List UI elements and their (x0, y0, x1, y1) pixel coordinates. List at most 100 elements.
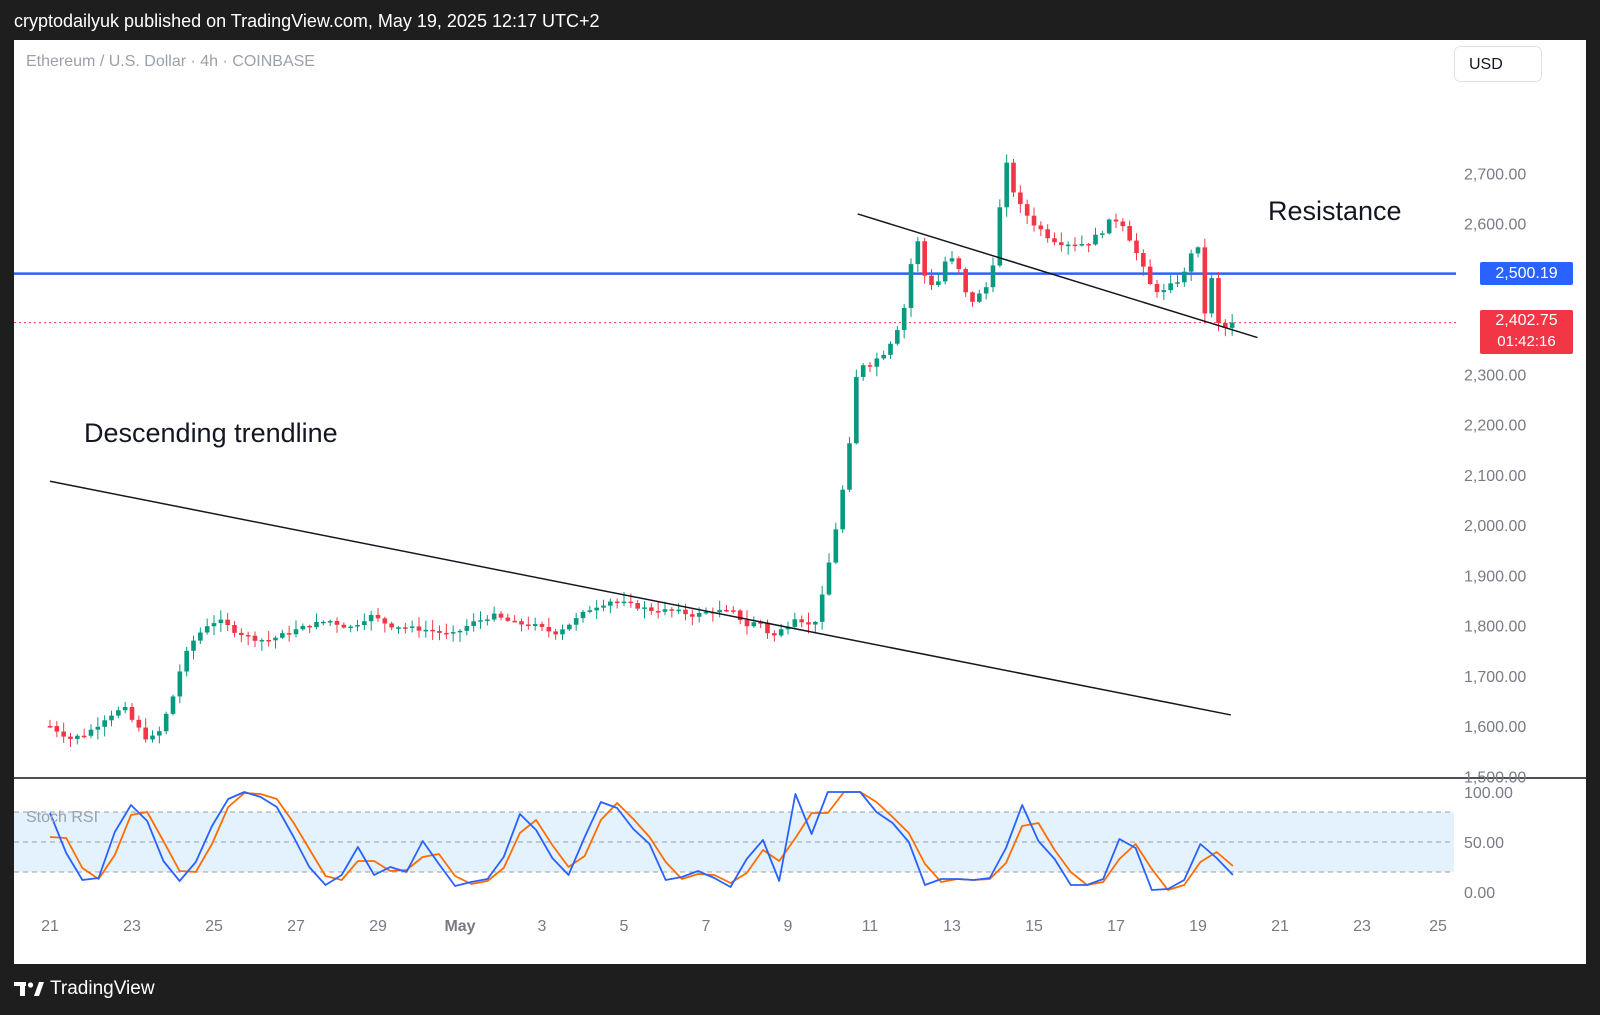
time-axis-label: 29 (369, 918, 387, 935)
candle-body (348, 626, 353, 629)
candles (47, 154, 1235, 748)
tradingview-logo[interactable]: TradingView (14, 978, 155, 1000)
candle-body (669, 609, 675, 611)
publisher-header: cryptodailyuk published on TradingView.c… (14, 11, 600, 31)
price-axis-label: 2,700.00 (1464, 166, 1526, 183)
candle-body (997, 207, 1003, 266)
resistance-annotation: Resistance (1268, 196, 1402, 226)
candle-body (54, 726, 60, 732)
candle-body (847, 443, 852, 490)
candle-body (368, 614, 374, 622)
currency-button[interactable]: USD (1454, 46, 1542, 82)
candle-body (573, 618, 579, 625)
candle-body (314, 621, 319, 628)
chart-panel[interactable]: 1,500.00 1,600.00 1,700.00 1,800.00 1,900.00… (14, 40, 1586, 964)
candle-body (471, 621, 476, 627)
candle-body (601, 605, 606, 608)
candle-body (286, 633, 292, 635)
candle-body (867, 365, 873, 367)
candle-body (68, 736, 73, 739)
time-axis-label: 25 (205, 918, 223, 935)
candle-body (75, 735, 80, 739)
time-axis-label: 19 (1189, 918, 1207, 935)
price-axis-label: 1,800.00 (1464, 619, 1526, 636)
candle-body (150, 735, 155, 740)
candle-body (587, 610, 593, 612)
candle-body (1004, 162, 1009, 208)
candle-body (949, 258, 955, 262)
candle-body (915, 241, 921, 265)
candle-body (61, 731, 66, 737)
candle-body (519, 621, 524, 625)
time-axis-label: 23 (123, 918, 141, 935)
candle-body (47, 726, 53, 728)
candle-body (717, 610, 722, 613)
candle-body (95, 726, 101, 730)
chart-canvas[interactable]: 1,500.00 1,600.00 1,700.00 1,800.00 1,900.00… (14, 40, 1586, 964)
candle-body (1045, 229, 1050, 239)
trendline-annotation: Descending trendline (84, 418, 338, 448)
candle-body (1065, 244, 1071, 247)
candle-body (498, 613, 504, 618)
time-axis-label: May (444, 918, 475, 935)
candle-body (170, 696, 176, 714)
candle-body (239, 632, 244, 636)
candle-body (1086, 244, 1091, 246)
candle-body (382, 618, 388, 624)
candle-body (444, 632, 449, 635)
candle-body (450, 632, 456, 634)
candle-body (259, 639, 265, 642)
time-axis-label: 7 (702, 918, 711, 935)
candle-body (252, 635, 258, 641)
candle-body (1154, 283, 1160, 293)
upper-trendline (857, 213, 1258, 339)
time-axis-label: 15 (1025, 918, 1043, 935)
candle-body (539, 624, 545, 627)
candle-body (109, 715, 114, 721)
candle-body (464, 626, 470, 631)
candle-body (1079, 244, 1085, 246)
candle-body (580, 611, 586, 619)
candle-body (792, 619, 798, 627)
candle-body (143, 727, 148, 740)
time-axis-label: 21 (41, 918, 59, 935)
candle-body (375, 614, 381, 619)
candle-body (888, 343, 893, 355)
candle-body (532, 624, 538, 626)
candle-body (642, 607, 647, 609)
candle-body (122, 706, 128, 711)
candle-body (990, 265, 996, 288)
candle-body (505, 617, 511, 621)
candle-body (819, 594, 825, 622)
candle-body (218, 619, 224, 624)
candle-body (840, 489, 845, 530)
candle-body (983, 287, 989, 294)
candle-body (696, 613, 702, 617)
candle-body (1031, 215, 1037, 226)
candle-body (765, 622, 770, 634)
candle-body (970, 292, 975, 302)
candle-body (211, 623, 217, 627)
candle-body (908, 264, 914, 308)
candle-body (1127, 226, 1132, 241)
candle-body (901, 307, 907, 331)
candle-body (1209, 278, 1214, 314)
candle-body (1072, 244, 1078, 247)
candle-body (280, 633, 285, 638)
time-axis-label: 13 (943, 918, 961, 935)
candle-body (1093, 234, 1098, 245)
last-price-tag: 2,402.75 01:42:16 (1480, 310, 1573, 354)
candle-body (922, 241, 927, 276)
price-axis-label: 2,100.00 (1464, 468, 1526, 485)
time-axis-label: 3 (538, 918, 547, 935)
candle-body (485, 619, 490, 621)
time-axis-label: 11 (862, 918, 879, 935)
candle-body (307, 625, 312, 628)
candle-body (929, 275, 934, 285)
candle-body (129, 706, 135, 720)
candle-body (1182, 271, 1187, 283)
candle-body (874, 358, 880, 367)
candle-body (327, 621, 333, 623)
bar-countdown: 01:42:16 (1497, 333, 1556, 350)
candle-body (362, 621, 367, 626)
